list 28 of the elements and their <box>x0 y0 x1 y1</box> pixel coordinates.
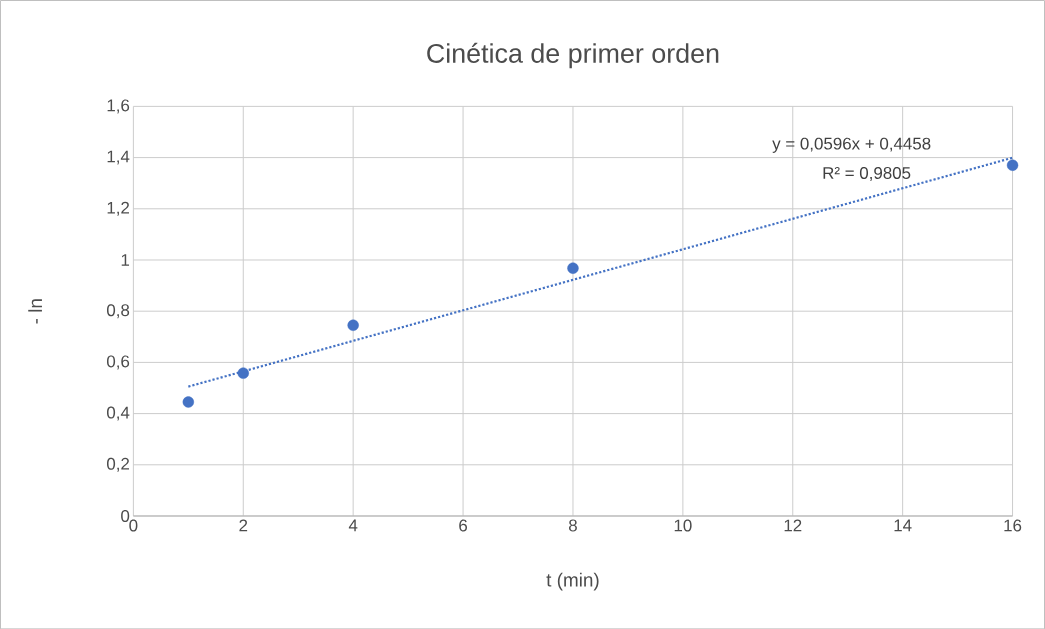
x-tick-label: 14 <box>894 519 912 531</box>
x-tick-label: 10 <box>674 519 692 532</box>
x-tick-label: 16 <box>1004 519 1022 532</box>
y-tick-label: 1,6 <box>107 99 130 114</box>
point <box>567 262 579 274</box>
y-tick-label: 0,4 <box>106 406 130 421</box>
x-axis-title: t (min) <box>546 572 599 591</box>
point <box>182 396 194 408</box>
x-tick-label: 4 <box>348 519 358 531</box>
x-tick-label: 12 <box>784 519 802 532</box>
x-tick-label: 2 <box>239 519 248 532</box>
point <box>237 367 249 379</box>
annotation: y = 0,0596x + 0,4458 <box>772 137 931 153</box>
y-tick-label: 0,8 <box>106 304 130 318</box>
y-tick-label: 0,2 <box>106 457 129 472</box>
point <box>1006 159 1019 171</box>
y-tick-label: 1,2 <box>107 201 129 216</box>
y-tick-label: 1,4 <box>107 150 130 165</box>
annotation: R² = 0,9805 <box>823 166 911 181</box>
y-tick-label: 0 <box>121 509 130 522</box>
point <box>347 319 359 331</box>
y-tick-label: 0,6 <box>106 355 130 370</box>
y-axis-title: - ln <box>28 299 42 324</box>
y-tick-label: 1 <box>121 253 130 266</box>
x-tick-label: 0 <box>129 519 138 532</box>
x-tick-label: 8 <box>568 519 577 532</box>
chart-title: Cinética de primer orden <box>427 42 719 69</box>
x-tick-label: 6 <box>459 519 468 532</box>
